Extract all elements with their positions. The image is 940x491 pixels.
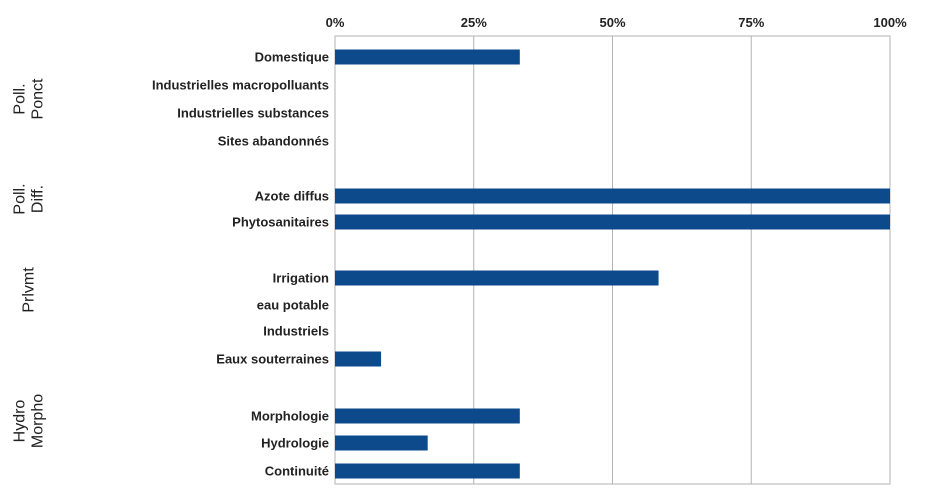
- bars: [335, 49, 890, 479]
- x-tick-label: 0%: [326, 15, 345, 30]
- group-label: Diff.: [30, 185, 47, 213]
- bar: [335, 408, 520, 424]
- group-label: Morpho: [30, 394, 47, 448]
- group-label: Prlvmt: [21, 267, 38, 313]
- category-label: Continuité: [265, 464, 329, 479]
- group-label: Poll.: [12, 183, 29, 214]
- group-label: Hydro: [12, 400, 29, 443]
- bar: [335, 463, 520, 479]
- bar: [335, 270, 659, 286]
- x-tick-label: 50%: [599, 15, 625, 30]
- category-label: Phytosanitaires: [232, 215, 329, 230]
- bar: [335, 188, 890, 204]
- category-labels: Domestique Industrielles macropolluants In…: [152, 50, 329, 479]
- category-label: Azote diffus: [255, 189, 329, 204]
- bar: [335, 49, 520, 65]
- category-label: Industrielles substances: [177, 106, 329, 121]
- x-tick-label: 100%: [873, 15, 907, 30]
- category-label: Sites abandonnés: [218, 134, 329, 149]
- bar: [335, 435, 428, 451]
- category-label: Hydrologie: [261, 436, 329, 451]
- category-label: eau potable: [257, 298, 329, 313]
- bar: [335, 214, 890, 230]
- x-tick-label: 25%: [461, 15, 487, 30]
- category-label: Eaux souterraines: [216, 352, 329, 367]
- category-label: Irrigation: [273, 271, 329, 286]
- x-tick-label: 75%: [738, 15, 764, 30]
- category-label: Industriels: [263, 324, 329, 339]
- group-label: Poll.: [12, 83, 29, 114]
- x-axis-ticks: 0% 25% 50% 75% 100%: [326, 15, 907, 30]
- group-label: Ponct: [30, 78, 47, 119]
- category-label: Industrielles macropolluants: [152, 78, 329, 93]
- bar: [335, 351, 382, 367]
- category-label: Morphologie: [251, 409, 329, 424]
- category-label: Domestique: [255, 50, 329, 65]
